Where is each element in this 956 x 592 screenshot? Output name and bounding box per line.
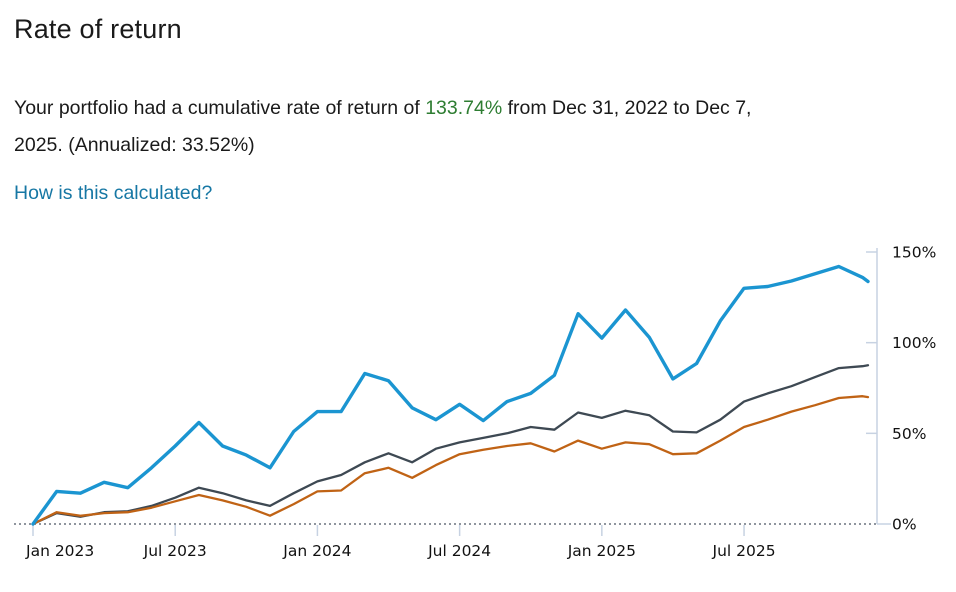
x-axis-label: Jan 2025	[567, 542, 636, 560]
summary-text: Your portfolio had a cumulative rate of …	[14, 90, 944, 164]
summary-line2: 2025. (Annualized: 33.52%)	[14, 134, 255, 156]
series-line-portfolio-blue	[31, 264, 870, 526]
summary-line1-before: Your portfolio had a cumulative rate of …	[14, 97, 426, 119]
x-axis-label: Jul 2024	[427, 542, 491, 560]
summary-line1-after: from Dec 31, 2022 to Dec 7,	[502, 97, 752, 119]
page-title: Rate of return	[14, 14, 182, 44]
series-line-series-orange	[31, 395, 870, 526]
x-axis-label: Jan 2024	[282, 542, 351, 560]
x-axis-label: Jan 2023	[25, 542, 94, 560]
y-axis-label: 150%	[892, 244, 936, 262]
y-axis-label: 0%	[892, 516, 917, 534]
y-axis-label: 100%	[892, 334, 936, 352]
how-is-this-calculated-link[interactable]: How is this calculated?	[14, 182, 213, 204]
x-axis-label: Jul 2023	[143, 542, 207, 560]
y-axis-label: 50%	[892, 425, 926, 443]
cumulative-return-value: 133.74%	[425, 97, 503, 119]
x-axis-label: Jul 2025	[712, 542, 776, 560]
series-line-series-gray	[31, 364, 870, 526]
